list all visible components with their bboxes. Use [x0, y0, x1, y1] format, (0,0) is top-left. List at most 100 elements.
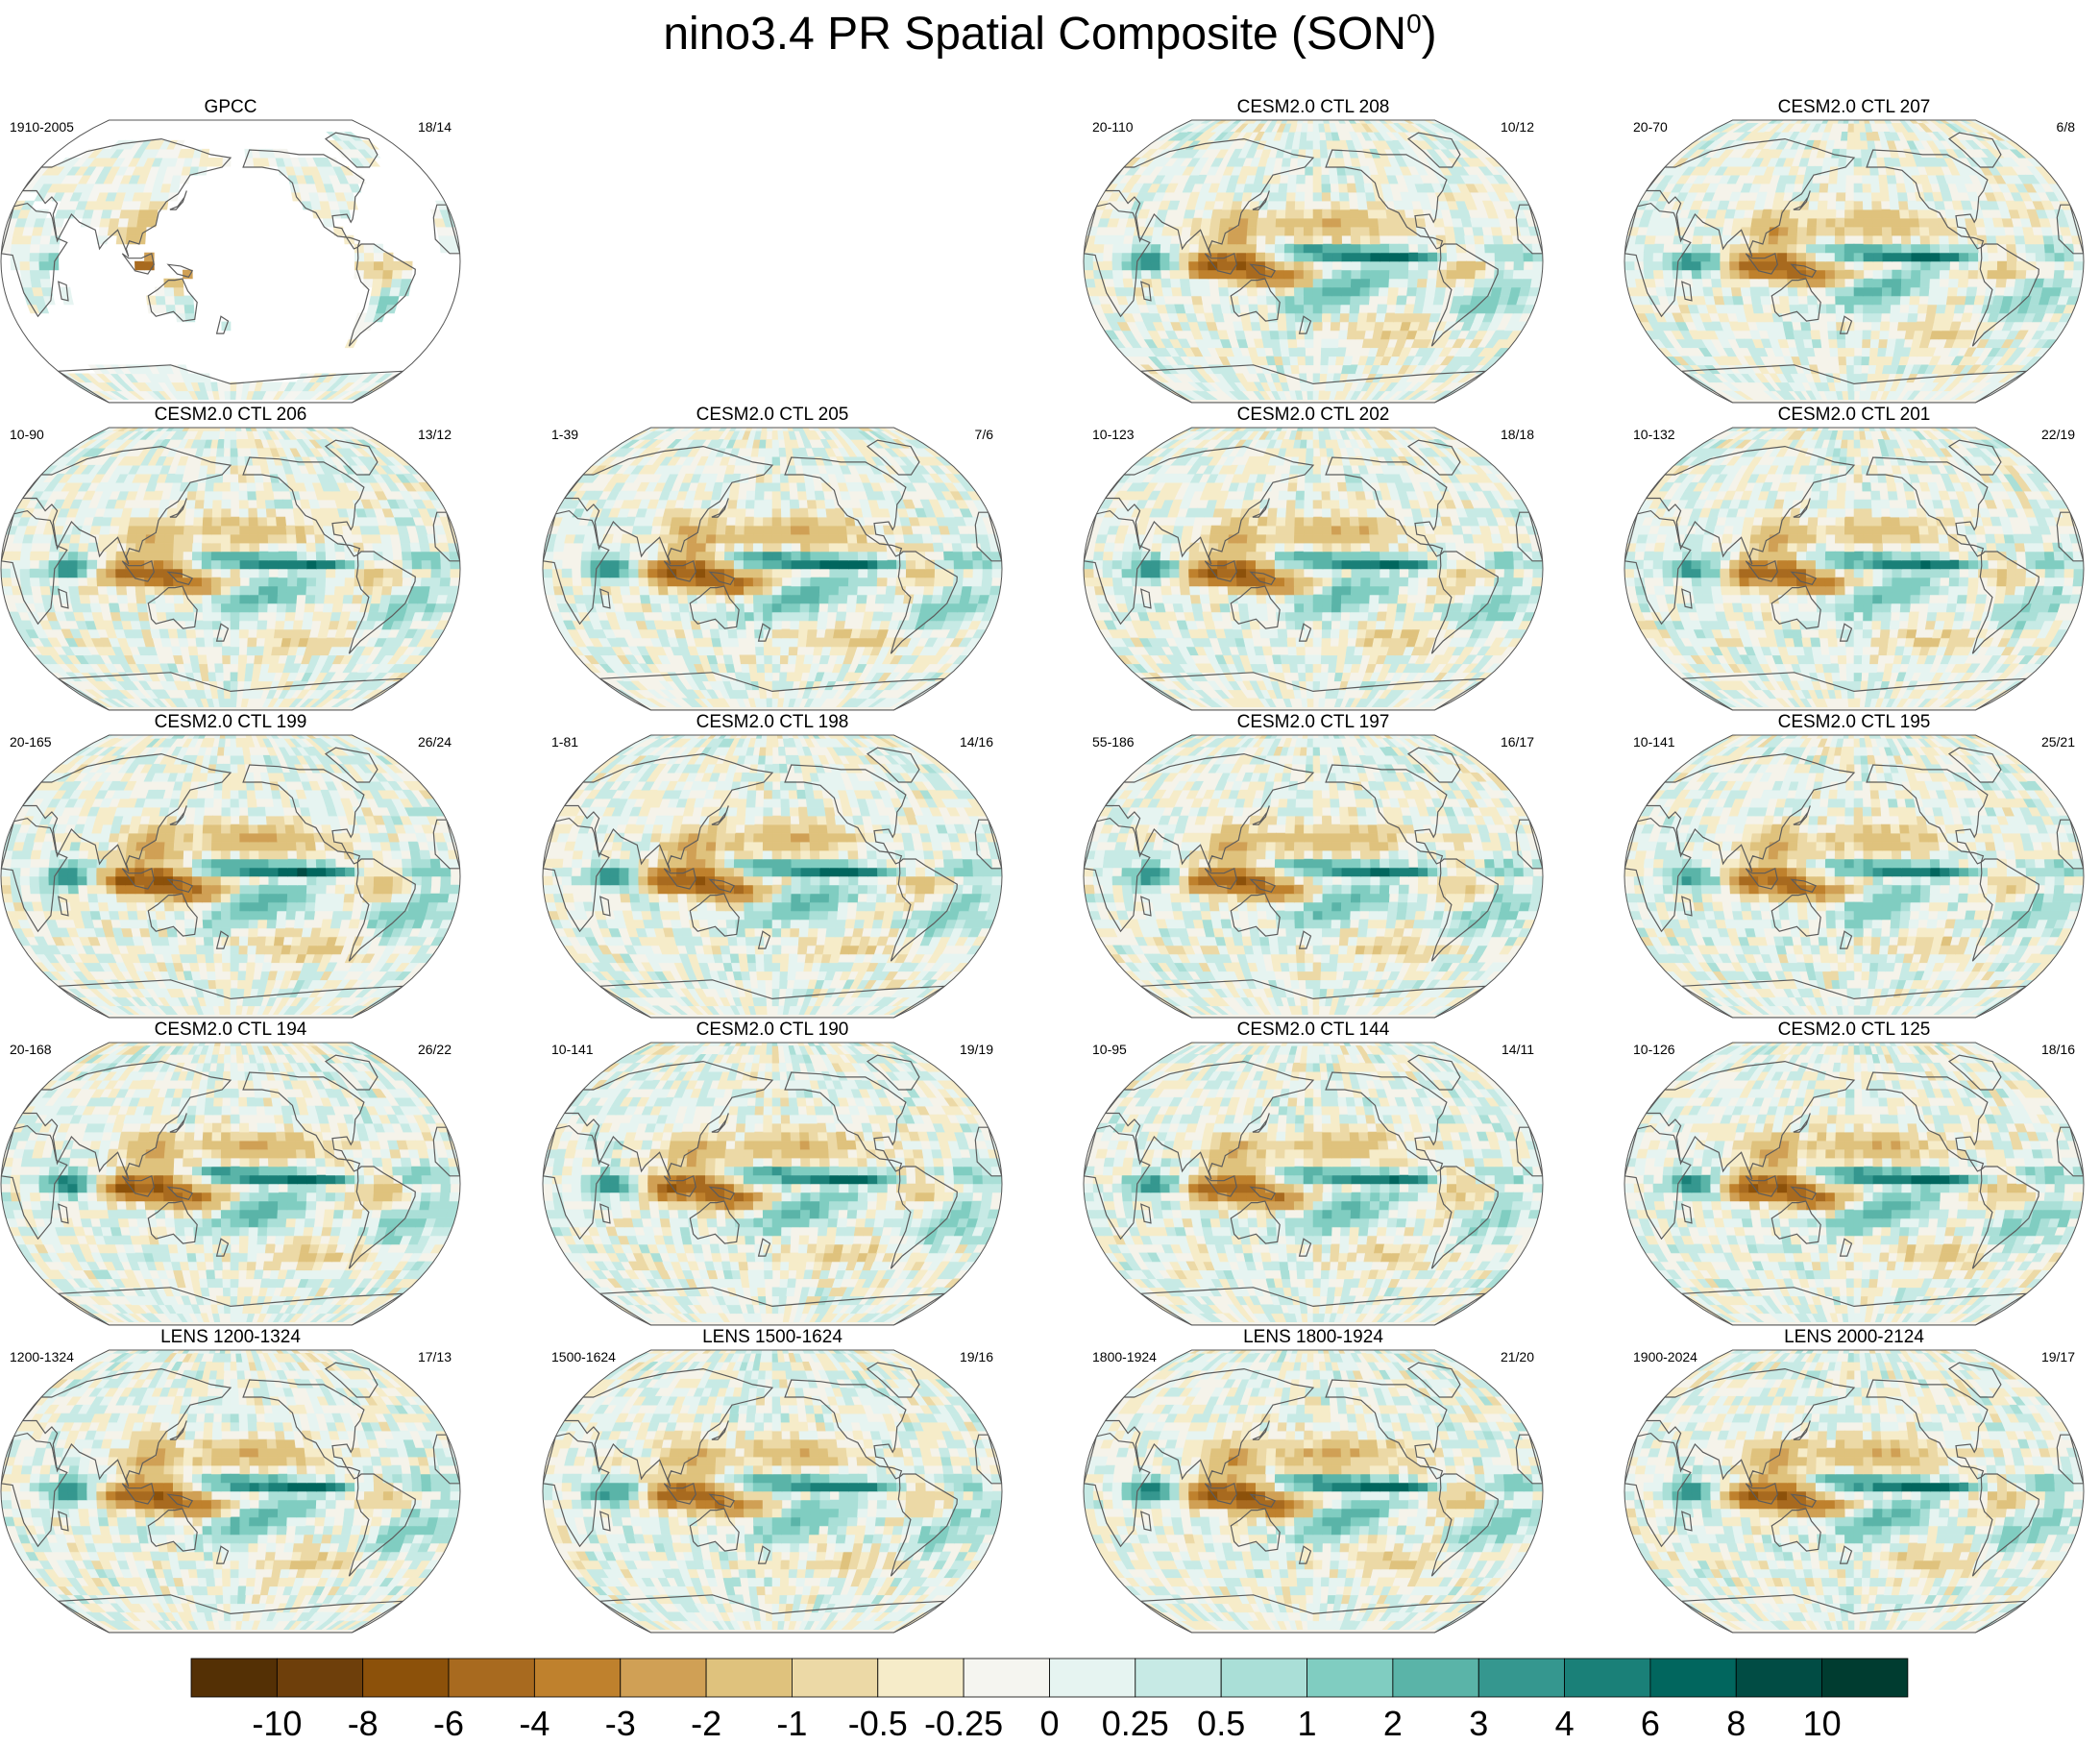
grid-cell [1475, 243, 1486, 254]
grid-cell [1306, 390, 1314, 400]
grid-cell [1872, 278, 1884, 288]
grid-cell [1379, 243, 1390, 254]
grid-cell [1925, 120, 1946, 124]
grid-cell [1219, 295, 1231, 306]
grid-cell [991, 568, 1002, 578]
grid-cell [382, 568, 394, 578]
grid-cell [238, 499, 249, 509]
grid-cell [1512, 269, 1525, 280]
grid-cell [363, 252, 375, 262]
grid-cell [156, 304, 168, 314]
grid-cell [245, 663, 255, 674]
grid-cell [1817, 209, 1827, 219]
grid-cell [1230, 304, 1241, 314]
grid-cell [1283, 252, 1295, 262]
grid-cell [210, 559, 222, 570]
grid-cell [222, 654, 232, 665]
grid-cell [1830, 157, 1840, 167]
grid-cell [1691, 252, 1702, 262]
grid-cell [333, 585, 346, 596]
grid-cell [963, 568, 974, 578]
grid-cell [771, 577, 783, 587]
grid-cell [905, 577, 916, 587]
grid-cell [1894, 338, 1906, 349]
grid-cell [799, 594, 811, 604]
grid-cell [420, 577, 432, 587]
grid-cell [743, 577, 754, 587]
grid-cell [144, 551, 156, 561]
grid-cell [257, 533, 269, 544]
grid-cell [207, 464, 216, 475]
grid-cell [1827, 183, 1838, 193]
grid-cell [1274, 243, 1285, 254]
grid-cell [1346, 330, 1357, 340]
grid-cell [1824, 260, 1836, 271]
grid-cell [224, 390, 232, 400]
grid-cell [561, 577, 574, 587]
grid-cell [256, 620, 268, 630]
grid-cell [1928, 356, 1941, 366]
grid-cell [160, 637, 172, 648]
grid-cell [1256, 226, 1267, 236]
grid-cell [1953, 120, 1978, 124]
grid-cell [1320, 148, 1329, 159]
grid-cell [202, 602, 213, 613]
grid-cell [1837, 174, 1846, 184]
grid-cell [1837, 120, 1845, 124]
grid-cell [1881, 226, 1892, 236]
grid-cell [619, 568, 630, 578]
grid-cell [315, 585, 327, 596]
grid-cell [115, 585, 128, 596]
grid-cell [1948, 243, 1960, 254]
grid-cell [1844, 295, 1855, 306]
grid-cell [1871, 217, 1883, 228]
grid-cell [1341, 252, 1353, 262]
grid-cell [1246, 243, 1257, 254]
panel-counts: 6/8 [2057, 119, 2075, 135]
grid-cell [1209, 226, 1220, 236]
grid-cell [163, 533, 175, 544]
grid-cell [1376, 209, 1388, 219]
grid-cell [248, 516, 259, 527]
grid-cell [212, 499, 223, 509]
grid-cell [982, 559, 993, 570]
grid-cell [1388, 243, 1400, 254]
grid-cell [1274, 260, 1285, 271]
grid-cell [192, 542, 203, 553]
grid-cell [331, 602, 344, 613]
grid-cell [1846, 373, 1855, 383]
grid-cell [1729, 278, 1742, 288]
grid-cell [10, 243, 22, 254]
grid-cell [1312, 120, 1319, 124]
grid-cell [1811, 338, 1822, 349]
grid-cell [1759, 286, 1770, 297]
grid-cell [1312, 148, 1322, 159]
grid-cell [1171, 286, 1183, 297]
grid-cell [807, 620, 818, 630]
coastline [58, 281, 69, 302]
map-panel: CESM2.0 CTL 207 20-70 6/8 [1624, 96, 2085, 404]
map-outline [1083, 119, 1544, 404]
grid-cell [1871, 312, 1882, 323]
grid-cell [183, 611, 195, 622]
grid-cell [1805, 120, 1819, 124]
grid-cell [752, 577, 764, 587]
grid-cell [306, 559, 317, 570]
grid-cell [1357, 312, 1369, 323]
grid-cell [800, 585, 811, 596]
grid-cell [1846, 139, 1855, 150]
grid-cell [79, 594, 91, 604]
grid-cell [163, 577, 174, 587]
grid-cell [1652, 269, 1665, 280]
grid-cell [159, 499, 170, 509]
grid-cell [1377, 217, 1389, 228]
grid-cell [1828, 338, 1839, 349]
grid-cell [1322, 269, 1333, 280]
grid-cell [153, 568, 164, 578]
grid-cell [1350, 295, 1361, 306]
grid-cell [230, 481, 240, 492]
grid-cell [315, 542, 327, 553]
grid-cell [609, 577, 621, 587]
grid-cell [214, 157, 224, 167]
grid-cell [1683, 286, 1696, 297]
